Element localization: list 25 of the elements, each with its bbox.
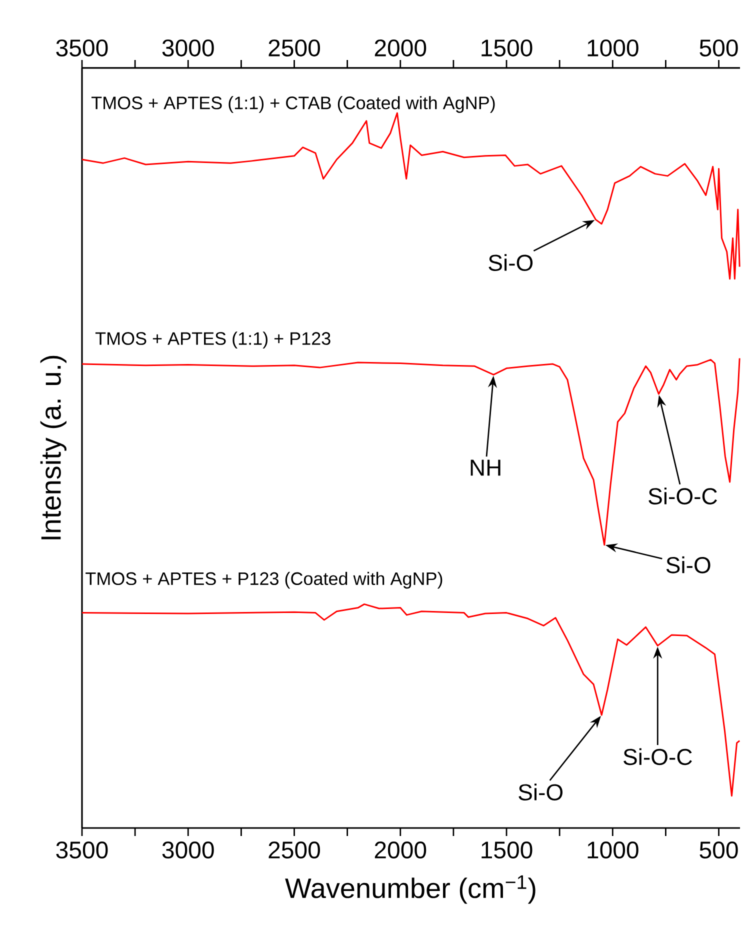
annotation: Si-O <box>488 254 532 271</box>
annotation: Si-O <box>666 556 710 574</box>
x-tick-label: 2500 <box>268 842 320 859</box>
x-tick-label: 1500 <box>482 842 532 859</box>
x-axis-title: Wavenumber (cm$^{−1}$) <box>285 875 536 904</box>
series-label: TMOS + APTES + P123 (Coated with AgNP) <box>86 572 442 589</box>
annotation: NH <box>470 460 500 476</box>
x-tick-label: 500 <box>700 842 738 859</box>
x2-tick-label: 2000 <box>374 39 426 56</box>
x2-tick-label: 3500 <box>56 39 108 56</box>
x-tick-label: 3500 <box>56 842 108 859</box>
x-tick-label: 1000 <box>588 842 638 859</box>
x2-tick-label: 1500 <box>482 39 532 56</box>
x2-tick-label: 500 <box>700 39 738 56</box>
annotation: Si-O-C <box>623 748 692 766</box>
annotation: Si-O <box>518 784 562 800</box>
text: TMOS + APTES (1:1) + CTAB (Coated with AgNP) <box>91 96 495 113</box>
x2-tick-label: 1000 <box>588 39 638 56</box>
x2-tick-label: 3000 <box>162 39 214 56</box>
series-label: TMOS + APTES (1:1) + P123 <box>95 332 330 348</box>
y-axis-title: Intensity (a. u.) <box>40 356 66 540</box>
x-tick-label: 2000 <box>374 842 426 859</box>
annotation: Si-O-C <box>648 488 717 504</box>
x2-tick-label: 2500 <box>268 39 320 56</box>
x-tick-label: 3000 <box>162 842 214 859</box>
